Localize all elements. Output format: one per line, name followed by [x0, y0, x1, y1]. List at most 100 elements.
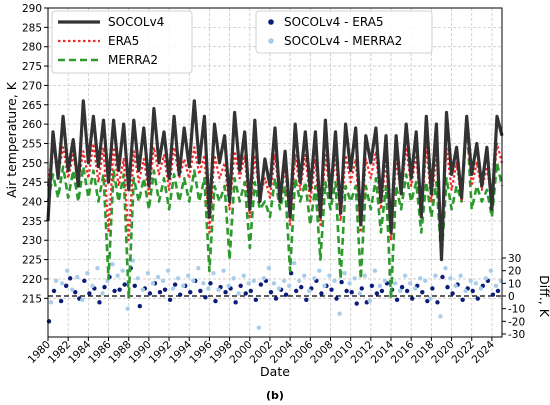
- data-point: [453, 283, 458, 289]
- data-point: [172, 282, 178, 287]
- data-point: [304, 297, 309, 302]
- data-point: [483, 276, 489, 281]
- y-tick-label-left: 275: [22, 61, 42, 73]
- data-point: [100, 291, 105, 296]
- data-point: [478, 286, 484, 291]
- data-point: [208, 281, 213, 286]
- data-point: [334, 296, 339, 301]
- data-point: [135, 276, 140, 281]
- data-point: [404, 288, 410, 294]
- data-point: [97, 300, 102, 305]
- data-point: [339, 279, 344, 285]
- data-point: [198, 288, 203, 294]
- data-point: [463, 288, 468, 294]
- data-point: [177, 292, 183, 297]
- data-point: [327, 273, 332, 278]
- series-socolv4-merra2: [48, 258, 504, 330]
- data-point: [203, 295, 208, 300]
- y-axis-label-left: Air temperature, K: [4, 81, 19, 198]
- y-tick-label-right: -30: [508, 329, 525, 341]
- legend-marker: [268, 38, 274, 44]
- data-point: [473, 281, 478, 286]
- series-line-socolv4: [46, 99, 504, 262]
- data-point: [112, 288, 117, 294]
- y-tick-label-right: -10: [508, 304, 525, 316]
- data-point: [428, 296, 433, 301]
- data-point: [435, 300, 440, 305]
- data-point: [145, 271, 151, 276]
- legend-frame: [255, 10, 433, 54]
- data-point: [322, 283, 327, 289]
- legend-label-merra2: MERRA2: [108, 53, 158, 67]
- data-point: [337, 311, 342, 316]
- data-point: [243, 291, 248, 296]
- x-tick-label: 2024: [470, 338, 498, 366]
- data-point: [418, 276, 423, 281]
- data-point: [165, 268, 171, 273]
- y-tick-label-left: 235: [22, 216, 42, 228]
- data-point: [137, 303, 143, 309]
- y-tick-label-left: 280: [22, 42, 42, 54]
- data-point: [450, 291, 455, 296]
- data-point: [379, 288, 385, 294]
- data-point: [191, 278, 196, 283]
- y-tick-label-left: 255: [22, 138, 42, 150]
- data-point: [211, 271, 216, 276]
- data-point: [286, 283, 292, 289]
- series-layer: [46, 99, 504, 330]
- y-tick-label-right: 10: [508, 278, 521, 290]
- data-point: [120, 268, 125, 273]
- data-point: [155, 274, 161, 280]
- data-point: [382, 278, 388, 283]
- data-point: [75, 274, 80, 280]
- y-tick-label-left: 245: [22, 177, 42, 189]
- data-point: [238, 283, 243, 289]
- data-point: [342, 271, 347, 276]
- data-point: [493, 283, 499, 289]
- data-point: [349, 290, 354, 295]
- data-point: [221, 268, 226, 273]
- y-tick-label-left: 285: [22, 22, 42, 34]
- data-point: [132, 283, 137, 289]
- data-point: [236, 291, 241, 296]
- y-tick-label-left: 250: [22, 158, 42, 170]
- data-point: [420, 290, 425, 295]
- data-point: [85, 271, 90, 276]
- data-point: [48, 300, 54, 305]
- data-point: [359, 286, 364, 291]
- data-point: [281, 278, 287, 283]
- data-point: [458, 273, 463, 278]
- data-point: [440, 274, 445, 280]
- data-point: [87, 291, 92, 296]
- y-tick-label-left: 225: [22, 255, 42, 267]
- legend-marker: [268, 19, 274, 25]
- data-point: [90, 283, 95, 289]
- data-point: [231, 276, 236, 281]
- data-point: [58, 298, 64, 304]
- data-point: [256, 325, 262, 330]
- data-point: [332, 278, 337, 283]
- data-point: [438, 314, 443, 319]
- data-point: [125, 306, 130, 311]
- x-axis-label: Date: [260, 364, 290, 379]
- data-point: [271, 281, 277, 286]
- data-point: [443, 265, 448, 271]
- data-point: [394, 297, 400, 302]
- data-point: [407, 281, 413, 286]
- data-point: [216, 287, 221, 292]
- data-point: [430, 286, 435, 291]
- y-tick-label-left: 260: [22, 119, 42, 131]
- data-point: [175, 276, 181, 281]
- data-point: [102, 284, 107, 290]
- data-point: [246, 281, 251, 286]
- data-point: [347, 281, 352, 286]
- data-point: [276, 286, 282, 291]
- data-point: [150, 281, 156, 286]
- y-tick-label-left: 290: [22, 3, 42, 15]
- data-point: [223, 290, 228, 295]
- data-point: [160, 278, 166, 283]
- data-point: [352, 276, 357, 281]
- legend-label-diff: SOCOLv4 - MERRA2: [284, 34, 402, 48]
- data-point: [180, 283, 186, 289]
